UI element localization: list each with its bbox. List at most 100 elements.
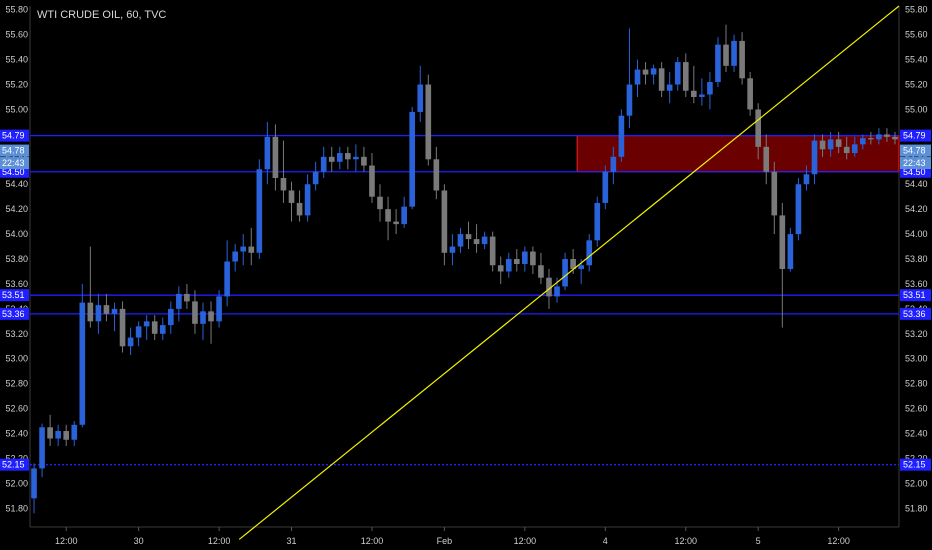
candle-body bbox=[835, 139, 842, 147]
level-price-tag-right-bg bbox=[900, 458, 931, 471]
candle-body bbox=[127, 337, 134, 347]
x-tick-label: 4 bbox=[603, 536, 608, 546]
level-price-tag-right: 53.36 bbox=[903, 309, 926, 319]
y-tick-label-left: 55.20 bbox=[5, 80, 28, 90]
candle-body bbox=[610, 156, 617, 172]
level-price-tag-right: 54.50 bbox=[903, 167, 926, 177]
candle-body bbox=[95, 305, 102, 322]
candle-body bbox=[393, 221, 399, 225]
candle-body bbox=[264, 136, 271, 170]
candle-body bbox=[473, 239, 480, 245]
level-price-tag-left-bg bbox=[0, 129, 29, 142]
candle-body bbox=[859, 138, 866, 145]
candle-body bbox=[208, 311, 214, 322]
y-tick-label-left: 55.40 bbox=[5, 55, 28, 65]
last-price-tag-left-bg bbox=[0, 144, 29, 157]
candle-body bbox=[312, 171, 319, 185]
level-price-tag-left: 53.36 bbox=[2, 309, 25, 319]
y-tick-label-right: 55.60 bbox=[905, 30, 928, 40]
y-tick-label-left: 55.80 bbox=[5, 5, 28, 15]
candle-body bbox=[682, 62, 689, 91]
candle-body bbox=[248, 246, 255, 253]
candle-body bbox=[103, 305, 110, 314]
candle-body bbox=[618, 115, 625, 157]
candle-body bbox=[892, 136, 898, 140]
candle-body bbox=[361, 156, 367, 166]
candle-body bbox=[481, 236, 488, 245]
y-tick-label-right: 52.60 bbox=[905, 404, 928, 414]
candle-body bbox=[747, 78, 753, 110]
candle-body bbox=[787, 234, 794, 269]
level-price-tag-right-bg bbox=[900, 307, 931, 320]
candle-body bbox=[216, 296, 222, 322]
x-tick-label: Feb bbox=[437, 536, 453, 546]
candle-body bbox=[586, 240, 593, 266]
candle-body bbox=[369, 165, 375, 197]
candle-body bbox=[497, 265, 504, 272]
candle-body bbox=[272, 136, 279, 179]
candle-body bbox=[674, 62, 681, 85]
last-price-tag-left: 54.78 bbox=[2, 146, 25, 156]
candle-body bbox=[626, 84, 633, 116]
candle-body bbox=[457, 234, 464, 247]
level-price-tag-left-bg bbox=[0, 458, 29, 471]
candle-body bbox=[554, 286, 560, 297]
candle-body bbox=[87, 302, 94, 322]
candle-body bbox=[505, 259, 512, 272]
candle-body bbox=[707, 82, 713, 95]
candle-body bbox=[489, 236, 496, 266]
y-tick-label-right: 52.20 bbox=[905, 453, 928, 463]
y-tick-label-right: 55.80 bbox=[905, 5, 928, 15]
candle-body bbox=[715, 44, 721, 83]
candle-body bbox=[167, 308, 174, 326]
candle-body bbox=[176, 293, 182, 309]
y-tick-label-right: 55.20 bbox=[905, 80, 928, 90]
y-tick-label-right: 53.80 bbox=[905, 254, 928, 264]
candle-body bbox=[851, 144, 858, 154]
last-price-tag-right: 54.78 bbox=[903, 146, 926, 156]
y-tick-label-right: 52.80 bbox=[905, 379, 928, 389]
level-price-tag-right: 53.51 bbox=[903, 290, 926, 300]
x-tick-label: 12:00 bbox=[514, 536, 537, 546]
candle-body bbox=[739, 40, 745, 79]
y-tick-label-right: 52.40 bbox=[905, 429, 928, 439]
level-price-tag-left: 53.51 bbox=[2, 290, 25, 300]
level-price-tag-right: 52.15 bbox=[903, 460, 926, 470]
level-price-tag-left-bg bbox=[0, 307, 29, 320]
candle-body bbox=[723, 44, 729, 66]
candle-body bbox=[650, 68, 657, 75]
level-price-tag-right-bg bbox=[900, 129, 931, 142]
candle-body bbox=[594, 202, 601, 241]
x-tick-label: 31 bbox=[286, 536, 296, 546]
candle-body bbox=[763, 146, 770, 172]
candle-body bbox=[256, 169, 263, 253]
candle-body bbox=[868, 138, 874, 140]
y-tick-label-left: 54.00 bbox=[5, 229, 28, 239]
x-tick-label: 12:00 bbox=[361, 536, 384, 546]
candle-body bbox=[562, 259, 568, 287]
candle-body bbox=[843, 146, 850, 154]
y-tick-label-left: 51.80 bbox=[5, 503, 28, 513]
supply-zone-rect bbox=[576, 135, 900, 173]
y-tick-label-left: 54.40 bbox=[5, 179, 28, 189]
candle-body bbox=[465, 234, 472, 240]
candle-body bbox=[336, 153, 343, 162]
y-tick-label-right: 51.80 bbox=[905, 503, 928, 513]
candle-body bbox=[755, 109, 762, 147]
candle-body bbox=[417, 84, 424, 112]
level-price-tag-right: 54.79 bbox=[903, 131, 926, 141]
candle-body bbox=[192, 301, 198, 324]
candle-body bbox=[731, 40, 737, 66]
candle-body bbox=[119, 308, 126, 347]
last-price-tag-right: 22:43 bbox=[903, 158, 926, 168]
candle-body bbox=[546, 277, 552, 297]
x-tick-label: 12:00 bbox=[208, 536, 231, 546]
candle-body bbox=[184, 293, 190, 302]
candle-body bbox=[425, 84, 432, 160]
candle-body bbox=[304, 184, 311, 216]
y-tick-label-right: 53.60 bbox=[905, 279, 928, 289]
y-tick-label-left: 52.40 bbox=[5, 429, 28, 439]
candle-body bbox=[433, 159, 440, 191]
candle-body bbox=[345, 153, 351, 160]
